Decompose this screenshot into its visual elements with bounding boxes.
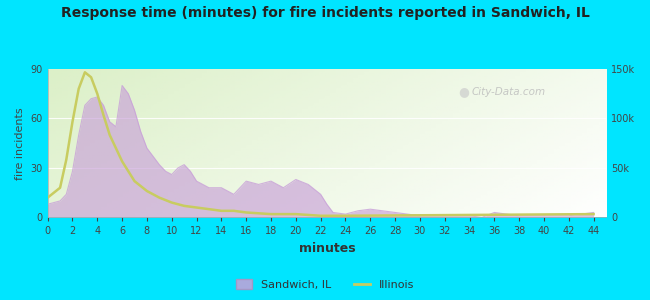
Text: Response time (minutes) for fire incidents reported in Sandwich, IL: Response time (minutes) for fire inciden…: [60, 6, 590, 20]
X-axis label: minutes: minutes: [298, 242, 355, 255]
Text: City-Data.com: City-Data.com: [472, 87, 546, 97]
Y-axis label: fire incidents: fire incidents: [15, 107, 25, 179]
Legend: Sandwich, IL, Illinois: Sandwich, IL, Illinois: [231, 275, 419, 294]
Text: ●: ●: [458, 85, 469, 98]
